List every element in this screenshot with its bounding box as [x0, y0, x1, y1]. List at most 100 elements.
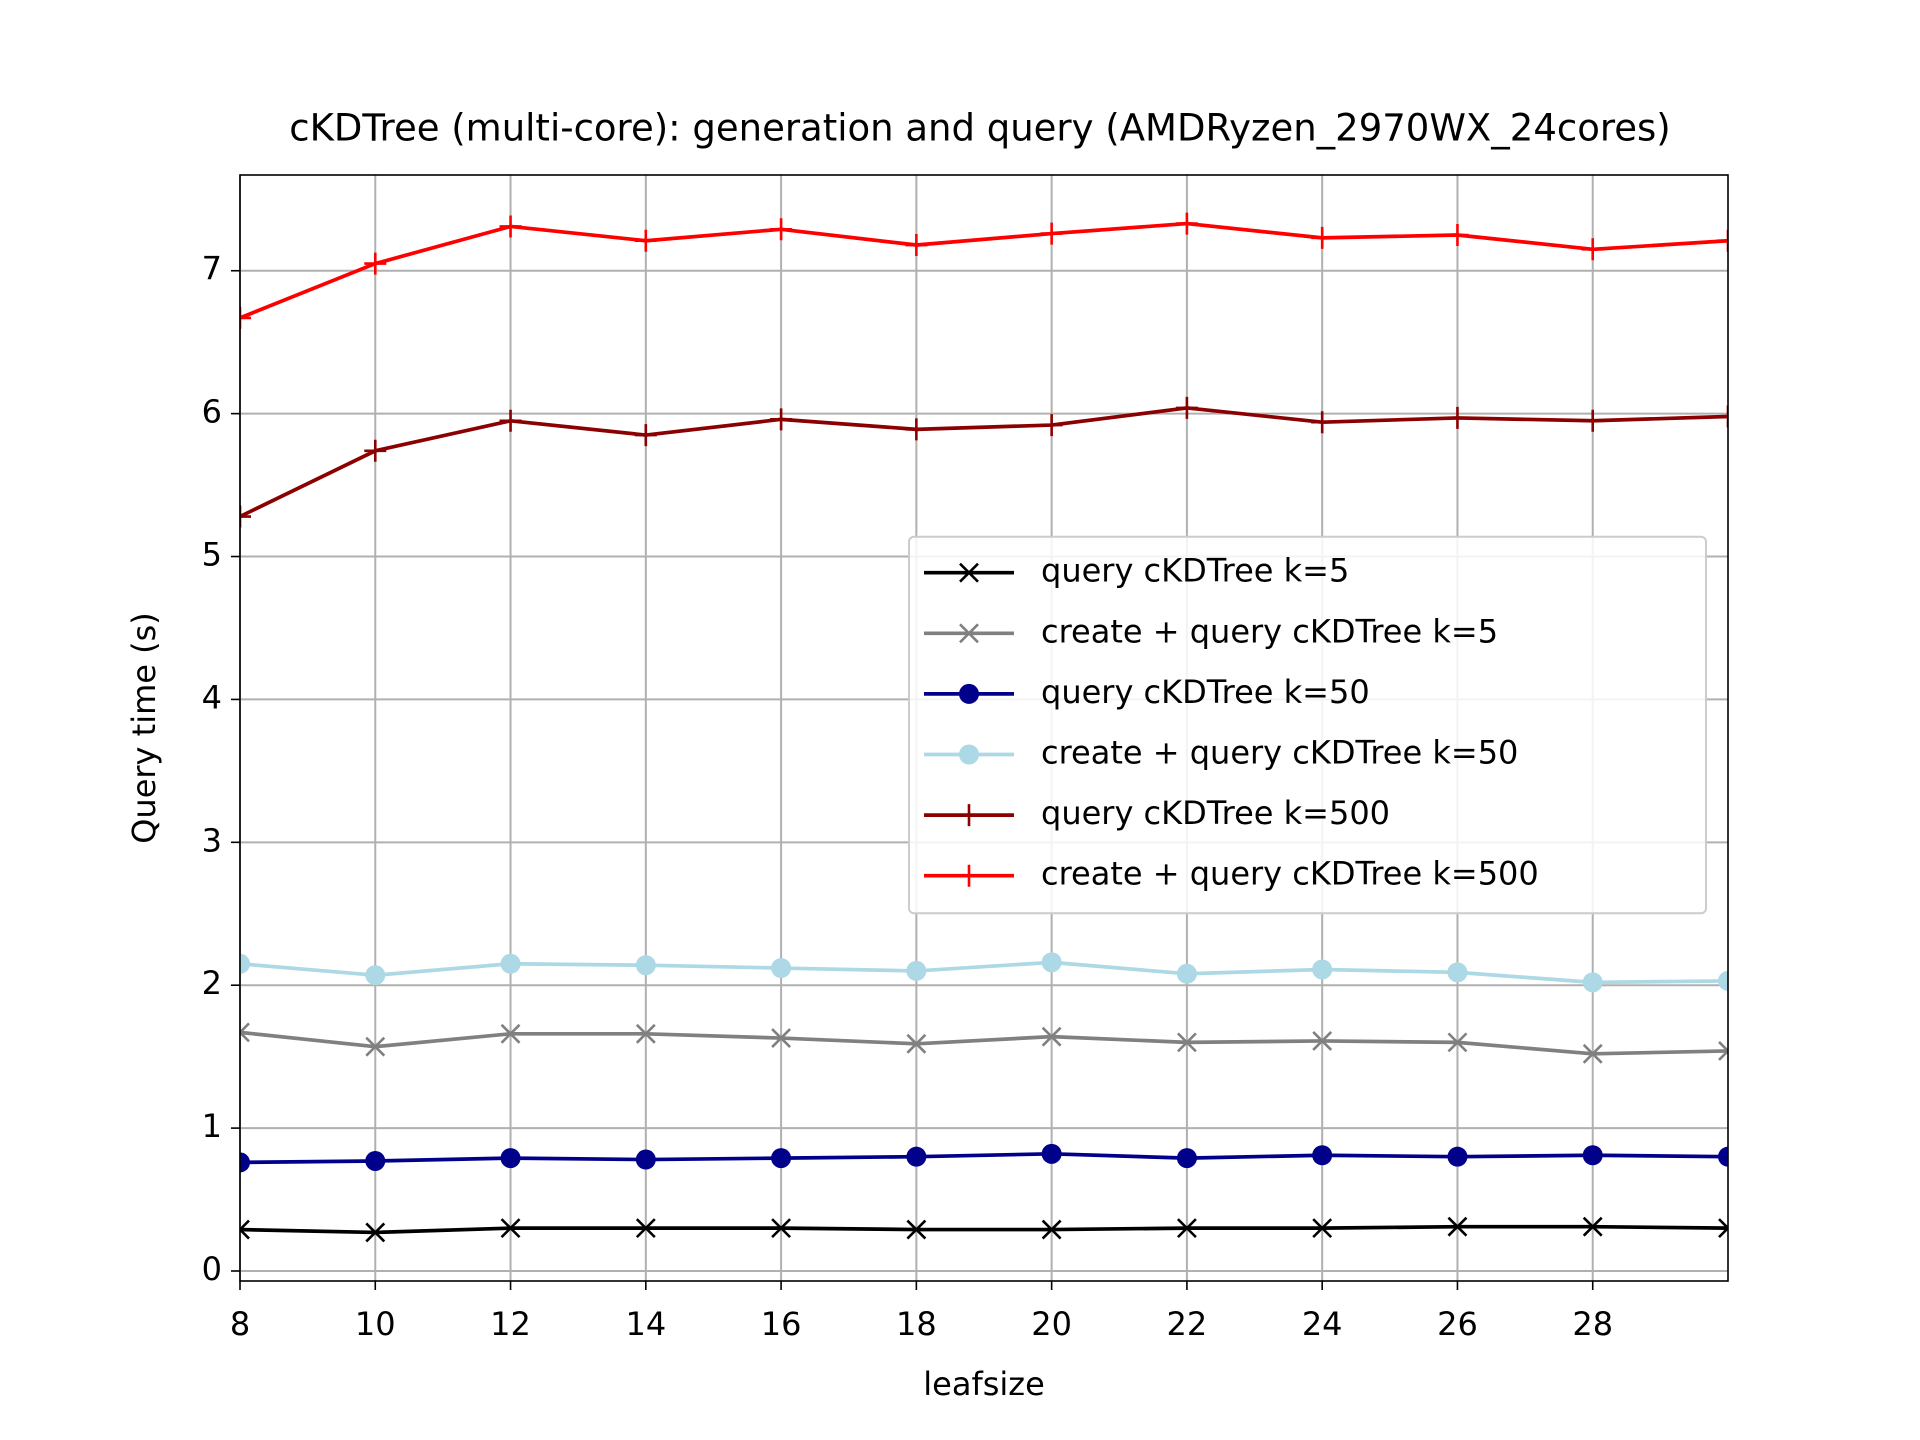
point: [1447, 962, 1468, 983]
legend-label: query cKDTree k=50: [1041, 673, 1370, 711]
legend-label: create + query cKDTree k=5: [1041, 612, 1498, 650]
point: [1176, 1218, 1197, 1239]
point: [1582, 1216, 1603, 1237]
series-line: [240, 221, 1728, 320]
point: [770, 408, 793, 431]
point: [634, 229, 657, 252]
y-axis-label: Query time (s): [125, 612, 163, 844]
x-tick-label: 12: [490, 1305, 531, 1343]
point: [1718, 1218, 1728, 1239]
point: [1717, 405, 1728, 428]
y-tick-label: 6: [202, 393, 222, 431]
series-line: [240, 1151, 1728, 1165]
y-tick-label: 0: [202, 1250, 222, 1288]
y-tick-label: 3: [202, 821, 222, 859]
point: [240, 1152, 250, 1173]
y-tick-label: 2: [202, 964, 222, 1002]
x-tick-label: 22: [1167, 1305, 1208, 1343]
point: [1718, 1041, 1728, 1061]
point: [1040, 414, 1063, 437]
series-line: [240, 406, 1728, 519]
point: [1446, 224, 1469, 247]
point: [1040, 222, 1063, 245]
point: [1312, 1145, 1333, 1166]
point: [240, 1219, 250, 1240]
point: [364, 439, 387, 462]
point: [500, 953, 521, 974]
point: [1175, 212, 1198, 235]
point: [1041, 1143, 1062, 1164]
axes-frame: [239, 174, 1729, 1282]
point: [1041, 1026, 1062, 1047]
x-tick-label: 10: [355, 1305, 396, 1343]
point: [1718, 970, 1728, 991]
point: [500, 1218, 521, 1239]
point: [906, 1219, 927, 1240]
point: [1718, 1146, 1728, 1167]
point: [240, 953, 250, 974]
legend-marker: [958, 804, 980, 827]
point: [1041, 1219, 1062, 1240]
point: [770, 218, 793, 241]
point: [1312, 1031, 1333, 1051]
point: [906, 1146, 927, 1167]
legend-marker: [958, 864, 980, 887]
series-line: [240, 1224, 1728, 1235]
point: [1581, 409, 1604, 432]
legend-marker: [959, 683, 979, 704]
point: [635, 1218, 656, 1239]
legend: query cKDTree k=5 create + query cKDTree …: [908, 535, 1707, 915]
series-line: [240, 960, 1728, 985]
x-tick-label: 16: [761, 1305, 802, 1343]
point: [365, 965, 386, 986]
point: [905, 418, 928, 441]
legend-marker: [959, 562, 979, 583]
legend-label: create + query cKDTree k=50: [1041, 734, 1518, 772]
point: [1446, 406, 1469, 429]
point: [1582, 1145, 1603, 1166]
point: [771, 958, 792, 979]
x-tick-label: 28: [1572, 1305, 1613, 1343]
point: [1176, 963, 1197, 984]
point: [1176, 1032, 1197, 1053]
legend-box: [908, 535, 1707, 915]
point: [1311, 226, 1334, 249]
legend-label: query cKDTree k=500: [1041, 794, 1390, 832]
plot-area: [240, 212, 1728, 1243]
point: [1582, 1043, 1603, 1064]
x-tick-label: 24: [1302, 1305, 1343, 1343]
y-tick-label: 4: [202, 678, 222, 716]
x-tick-label: 14: [625, 1305, 666, 1343]
x-tick-label: 8: [230, 1305, 250, 1343]
point: [1312, 1218, 1333, 1239]
point: [635, 1149, 656, 1170]
x-axis-label: leafsize: [923, 1365, 1045, 1403]
point: [635, 955, 656, 976]
point: [906, 1033, 927, 1054]
x-tick-label: 20: [1031, 1305, 1072, 1343]
point: [1581, 238, 1604, 261]
point: [364, 252, 387, 275]
point: [635, 1023, 656, 1044]
point: [1041, 952, 1062, 973]
point: [240, 306, 251, 329]
point: [240, 1022, 250, 1043]
point: [499, 215, 522, 238]
point: [1447, 1146, 1468, 1167]
point: [500, 1148, 521, 1169]
chart-title: cKDTree (multi-core): generation and que…: [289, 107, 1670, 150]
point: [905, 234, 928, 257]
legend-marker: [959, 623, 979, 644]
point: [1447, 1032, 1468, 1053]
point: [1582, 972, 1603, 993]
point: [1176, 1148, 1197, 1169]
legend-marker: [959, 744, 979, 765]
point: [1312, 959, 1333, 980]
y-tick-label: 5: [202, 536, 222, 574]
y-tick-label: 1: [202, 1107, 222, 1145]
point: [365, 1036, 386, 1057]
point: [1311, 411, 1334, 434]
x-tick-label: 18: [896, 1305, 937, 1343]
point: [771, 1218, 792, 1239]
